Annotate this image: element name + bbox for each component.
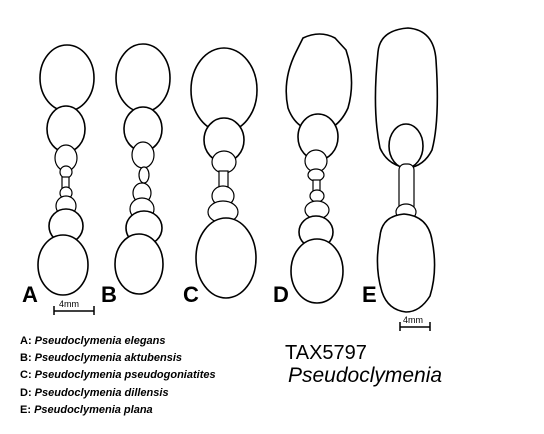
legend-code: A: [20, 335, 32, 347]
panel-letter-a: A [22, 282, 38, 307]
suture-panel-a: A [22, 44, 95, 307]
panel-letter-c: C [183, 282, 199, 307]
suture-panel-e: E [362, 27, 439, 313]
legend-code: E: [20, 403, 31, 416]
legend-row: B: Pseudoclymenia aktubensis [20, 350, 216, 367]
suture-panel-d: D [273, 33, 353, 307]
legend-code: C: [20, 369, 32, 382]
legend-species-name: Pseudoclymenia dillensis [34, 386, 169, 399]
suture-panel-c: C [183, 47, 258, 307]
legend-code: B: [20, 352, 32, 365]
scale-bar-2: 4mm [399, 315, 431, 331]
legend-species-name: Pseudoclymenia plana [34, 403, 153, 416]
taxon-id: TAX5797 [285, 342, 367, 364]
legend-species-name: Pseudoclymenia elegans [34, 335, 166, 347]
legend-row: D: Pseudoclymenia dillensis [20, 385, 216, 402]
taxon-genus-name: Pseudoclymenia [288, 364, 443, 387]
scale-bar-1-label: 4mm [59, 299, 79, 309]
legend-row: A: Pseudoclymenia elegans [20, 333, 216, 350]
legend-row: C: Pseudoclymenia pseudogoniatites [20, 367, 216, 384]
panel-letter-d: D [273, 282, 289, 307]
legend-species-name: Pseudoclymenia aktubensis [34, 352, 183, 365]
scale-bar-1: 4mm [53, 299, 95, 315]
species-legend: A: Pseudoclymenia elegans B: Pseudoclyme… [20, 333, 216, 419]
panel-letter-b: B [101, 282, 117, 307]
legend-species-name: Pseudoclymenia pseudogoniatites [34, 369, 216, 382]
legend-row: E: Pseudoclymenia plana [20, 402, 216, 419]
scale-bar-2-label: 4mm [403, 315, 423, 325]
panel-letter-e: E [362, 282, 377, 307]
legend-code: D: [20, 386, 32, 399]
suture-panel-b: B [101, 43, 171, 307]
